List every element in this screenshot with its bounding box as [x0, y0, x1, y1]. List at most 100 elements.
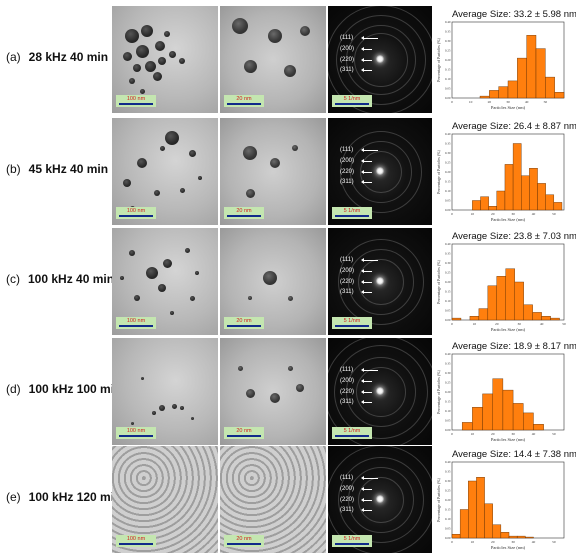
- row-b: (b) 45 kHz 40 min 100 nm 20 nm (111) (200) (22…: [0, 118, 576, 225]
- saed-pattern: (111) (200) (220) (311) 5 1/nm: [328, 338, 432, 445]
- nanoparticle: [120, 276, 124, 280]
- scale-bar-line: [227, 543, 261, 545]
- nanoparticle: [300, 26, 310, 36]
- histogram-bar: [482, 393, 493, 431]
- nanoparticle: [158, 284, 166, 292]
- nanoparticle: [159, 145, 165, 151]
- x-tick-label: 30: [511, 212, 515, 216]
- condition-text: 100 kHz 120 min: [28, 490, 122, 504]
- miller-index-label: (220): [340, 497, 355, 503]
- condition-label: (d) 100 kHz 100 min: [6, 382, 121, 396]
- scale-bar-label: 100 nm: [126, 428, 146, 434]
- nanoparticle: [134, 295, 140, 301]
- nanoparticle: [165, 131, 179, 145]
- y-tick-label: 0.35: [445, 362, 451, 366]
- scale-bar-label: 20 nm: [236, 318, 252, 324]
- y-axis-label: Percentage of Particles (%): [436, 38, 441, 82]
- diffraction-ring: [340, 131, 422, 213]
- nanoparticle: [170, 311, 174, 315]
- scale-bar-label: 5 1/nm: [343, 208, 361, 214]
- nanoparticle: [130, 421, 134, 425]
- nanoparticle: [133, 64, 141, 72]
- y-tick-label: 0.10: [445, 409, 451, 413]
- histogram-bar: [545, 194, 555, 211]
- y-tick-label: 0.25: [445, 161, 451, 165]
- scale-bar-line: [227, 103, 261, 105]
- condition-label: (a) 28 kHz 40 min: [6, 50, 108, 64]
- x-tick-label: 20: [491, 432, 495, 436]
- saed-pattern: (111) (200) (220) (311) 5 1/nm: [328, 446, 432, 553]
- y-tick-label: 0.25: [445, 49, 451, 53]
- scale-bar-label: 5 1/nm: [343, 428, 361, 434]
- x-axis-label: Particles Size (nm): [491, 217, 526, 222]
- average-size-label: Average Size: 33.2 ± 5.98 nm: [452, 9, 576, 20]
- scale-bar-label: 20 nm: [236, 536, 252, 542]
- histogram-bar: [532, 312, 542, 321]
- arrow-icon: [361, 170, 372, 174]
- histogram-bar: [517, 57, 527, 99]
- arrow-icon: [361, 476, 378, 480]
- row-a: (a) 28 kHz 40 min 100 nm 20 nm (111) (200) (22…: [0, 6, 576, 113]
- condition-text: 45 kHz 40 min: [28, 162, 109, 176]
- y-tick-label: 0.25: [445, 489, 451, 493]
- arrow-icon: [361, 68, 372, 72]
- miller-index-label: (220): [340, 57, 355, 63]
- histogram-bar: [480, 196, 489, 211]
- x-tick-label: 10: [471, 212, 475, 216]
- x-tick-label: 40: [532, 212, 536, 216]
- arrow-icon: [361, 498, 372, 502]
- miller-index-label: (220): [340, 169, 355, 175]
- scale-bar-label: 100 nm: [126, 536, 146, 542]
- scale-bar: 20 nm: [224, 535, 264, 547]
- scale-bar-line: [227, 435, 261, 437]
- y-tick-label: 0.00: [445, 428, 451, 432]
- nanoparticle: [188, 149, 196, 157]
- histogram-bar: [472, 406, 483, 431]
- nanoparticle: [245, 388, 255, 398]
- scale-bar-label: 5 1/nm: [343, 96, 361, 102]
- arrow-icon: [361, 508, 372, 512]
- y-tick-label: 0.20: [445, 170, 451, 174]
- nanoparticle: [243, 146, 257, 160]
- panel-letter: (a): [6, 50, 21, 64]
- arrow-icon: [361, 36, 378, 40]
- y-tick-label: 0.40: [445, 20, 451, 24]
- size-histogram: 0 10 20 30 40 50 0.00 0.05 0.10 0.15 0.20 0.25 0.30 0…: [436, 20, 565, 110]
- condition-text: 100 kHz 40 min: [28, 272, 115, 286]
- y-tick-label: 0.05: [445, 87, 451, 91]
- nanoparticle: [122, 51, 132, 61]
- scale-bar: 5 1/nm: [332, 317, 372, 329]
- arrow-icon: [361, 258, 378, 262]
- histogram-bar: [478, 308, 489, 321]
- y-tick-label: 0.15: [445, 68, 451, 72]
- average-size-label: Average Size: 14.4 ± 7.38 nm: [452, 449, 576, 460]
- scale-bar-line: [335, 215, 369, 217]
- nanoparticle: [146, 267, 158, 279]
- histogram-bar: [492, 378, 504, 431]
- condition-text: 28 kHz 40 min: [28, 50, 109, 64]
- miller-index-label: (200): [340, 46, 355, 52]
- x-tick-label: 50: [562, 322, 566, 326]
- central-beam-spot: [376, 55, 384, 63]
- histogram-bar: [545, 76, 555, 99]
- panel-letter: (e): [6, 490, 21, 504]
- histogram-bar: [476, 477, 485, 539]
- scale-bar: 100 nm: [116, 427, 156, 439]
- average-size-label: Average Size: 18.9 ± 8.17 nm: [452, 341, 576, 352]
- y-tick-label: 0.10: [445, 517, 451, 521]
- saed-pattern: (111) (200) (220) (311) 5 1/nm: [328, 228, 432, 335]
- y-tick-label: 0.40: [445, 460, 451, 464]
- y-tick-label: 0.15: [445, 290, 451, 294]
- histogram-bar: [521, 175, 530, 211]
- arrow-icon: [361, 58, 372, 62]
- condition-label: (c) 100 kHz 40 min: [6, 272, 114, 286]
- histogram-bar: [505, 268, 515, 321]
- size-histogram: 0 10 20 30 40 50 0.00 0.05 0.10 0.15 0.20 0.25 0.30 0…: [436, 132, 565, 222]
- histogram-bar: [488, 205, 497, 211]
- arrow-icon: [361, 269, 372, 273]
- x-axis-label: Particles Size (nm): [491, 327, 526, 332]
- average-size-label: Average Size: 23.8 ± 7.03 nm: [452, 231, 576, 242]
- histogram-bar: [508, 535, 518, 539]
- y-tick-label: 0.30: [445, 39, 451, 43]
- y-axis-label: Percentage of Particles (%): [436, 478, 441, 522]
